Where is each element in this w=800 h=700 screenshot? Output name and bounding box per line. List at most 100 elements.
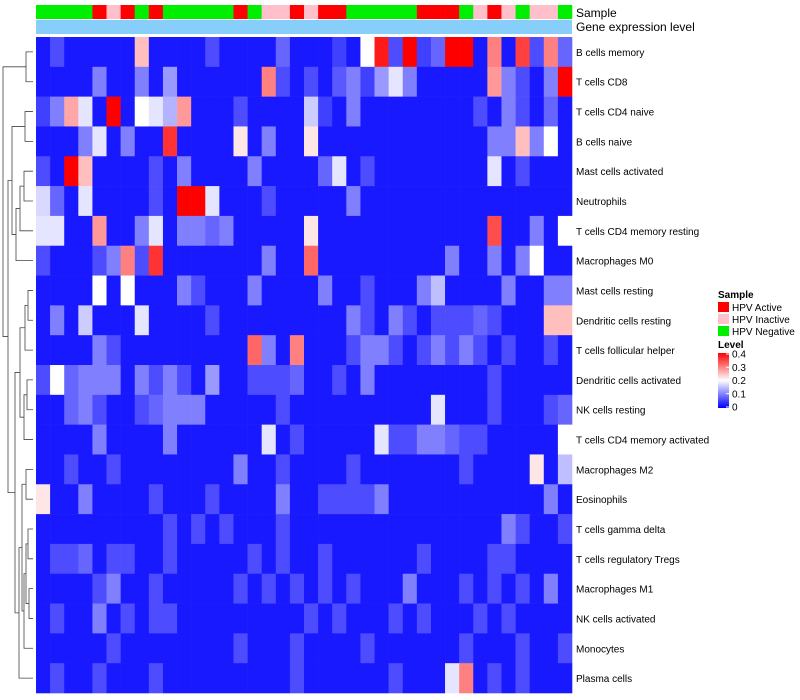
heatmap-cell	[318, 335, 333, 366]
heatmap-cell	[388, 96, 404, 127]
heatmap-cell	[36, 394, 51, 425]
heatmap-cell	[36, 126, 51, 157]
sample-annotation-cell	[78, 5, 93, 19]
heatmap-cell	[205, 573, 220, 604]
heatmap-cell	[78, 156, 93, 187]
heatmap-cell	[92, 245, 107, 276]
heatmap-cell	[473, 335, 488, 366]
heatmap-cell	[275, 424, 291, 455]
heatmap-cell	[529, 543, 545, 575]
heatmap-cell	[318, 305, 333, 336]
heatmap-cell	[191, 156, 206, 187]
heatmap-cell	[134, 365, 150, 396]
dendrogram-branch	[26, 379, 33, 411]
heatmap-cell	[515, 424, 530, 455]
row-label: T cells regulatory Tregs	[576, 555, 680, 566]
heatmap-cell	[473, 484, 488, 515]
heatmap-cell	[134, 514, 150, 545]
heatmap-cell	[473, 305, 488, 336]
heatmap-cell	[360, 543, 375, 575]
heatmap-cell	[106, 156, 121, 187]
heatmap-cell	[148, 603, 164, 634]
heatmap-cell	[374, 454, 389, 485]
heatmap-cell	[501, 126, 516, 157]
heatmap-cell	[177, 156, 192, 187]
heatmap-cell	[332, 603, 347, 634]
heatmap-cell	[261, 215, 277, 247]
heatmap-cell	[275, 275, 291, 306]
heatmap-cell	[374, 424, 389, 455]
heatmap-cell	[318, 424, 333, 455]
heatmap-cell	[205, 66, 220, 97]
heatmap-cell	[275, 186, 291, 217]
heatmap-cell	[501, 603, 516, 634]
heatmap-cell	[289, 156, 305, 187]
heatmap-cell	[120, 37, 136, 68]
heatmap-cell	[543, 66, 559, 97]
heatmap-cell	[459, 335, 474, 366]
heatmap-cell	[529, 335, 545, 366]
heatmap-cell	[162, 186, 178, 217]
heatmap-cell	[162, 305, 178, 336]
heatmap-cell	[557, 66, 573, 97]
heatmap-cell	[64, 573, 79, 604]
heatmap-cell	[148, 245, 164, 276]
heatmap-cell	[134, 484, 150, 515]
sample-annotation-cell	[487, 5, 502, 19]
heatmap-cell	[36, 663, 51, 694]
heatmap-cell	[318, 603, 333, 634]
level-tick-label: 0.1	[732, 389, 746, 400]
heatmap-cell	[346, 37, 361, 68]
heatmap-cell	[543, 126, 559, 157]
heatmap-cell	[388, 663, 404, 694]
heatmap-cell	[205, 37, 220, 68]
sample-annotation-cell	[332, 5, 347, 19]
heatmap-cell	[374, 215, 389, 247]
heatmap-cell	[473, 245, 488, 276]
heatmap-cell	[360, 335, 375, 366]
heatmap-cell	[360, 603, 375, 634]
legend-item-label: HPV Negative	[732, 327, 795, 338]
heatmap-cell	[374, 633, 389, 664]
heatmap-cell	[191, 275, 206, 306]
heatmap-cell	[106, 245, 121, 276]
heatmap-cell	[346, 275, 361, 306]
heatmap-cell	[261, 335, 277, 366]
heatmap-cell	[374, 394, 389, 425]
legend-swatch	[718, 314, 729, 324]
heatmap-cell	[78, 543, 93, 575]
heatmap-cell	[388, 454, 404, 485]
heatmap-cell	[64, 66, 79, 97]
heatmap-cell	[416, 543, 432, 575]
heatmap-cell	[332, 663, 347, 694]
heatmap-cell	[106, 543, 121, 575]
heatmap-cell	[543, 484, 559, 515]
heatmap-cell	[557, 484, 573, 515]
heatmap-cell	[120, 156, 136, 187]
heatmap-cell	[374, 573, 389, 604]
heatmap-cell	[134, 156, 150, 187]
heatmap-cell	[78, 215, 93, 247]
heatmap-cell	[261, 186, 277, 217]
dendrogram-branch	[7, 180, 15, 494]
heatmap-cell	[501, 394, 516, 425]
heatmap-cell	[92, 543, 107, 575]
heatmap-cell	[515, 514, 530, 545]
heatmap-cell	[445, 305, 460, 336]
heatmap-cell	[388, 543, 404, 575]
heatmap-cell	[261, 573, 277, 604]
heatmap-cell	[247, 96, 262, 127]
heatmap-cell	[430, 96, 446, 127]
row-label: Dendritic cells activated	[576, 376, 681, 387]
heatmap-cell	[304, 37, 319, 68]
sample-annotation-cell	[445, 5, 460, 19]
heatmap-cell	[473, 603, 488, 634]
heatmap-cell	[346, 633, 361, 664]
heatmap-cell	[445, 275, 460, 306]
heatmap-cell	[64, 484, 79, 515]
heatmap-cell	[374, 66, 389, 97]
heatmap-cell	[261, 126, 277, 157]
heatmap-cell	[388, 126, 404, 157]
heatmap-cell	[501, 335, 516, 366]
level-tick-label: 0	[732, 403, 738, 414]
